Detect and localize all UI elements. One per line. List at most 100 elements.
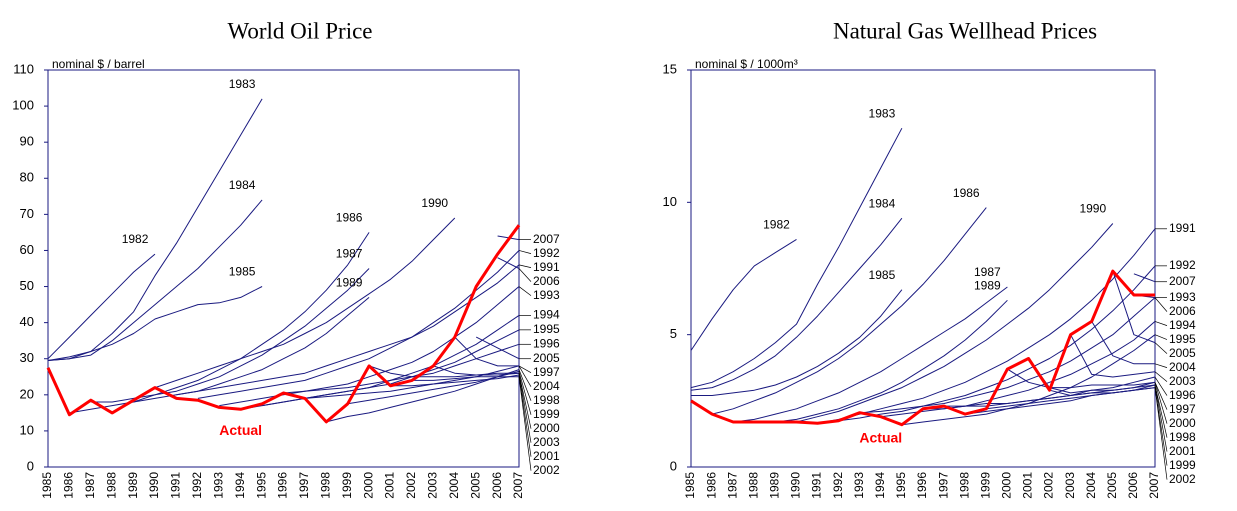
x-tick-label: 2002	[1042, 472, 1056, 499]
series-label: 2002	[1169, 472, 1196, 486]
x-tick-label: 1985	[40, 472, 54, 499]
x-tick-label: 2005	[468, 472, 482, 499]
series-label: 1995	[1169, 332, 1196, 346]
series-label: 1989	[974, 278, 1001, 292]
series-label: 1992	[1169, 258, 1196, 272]
label-leader	[518, 373, 532, 429]
series-label: 1997	[1169, 402, 1196, 416]
series-label: 1993	[1169, 290, 1196, 304]
x-tick-label: 1987	[83, 472, 97, 499]
y-tick-label: 5	[670, 326, 677, 341]
forecast-line	[880, 321, 1156, 418]
x-tick-label: 2007	[1147, 472, 1161, 499]
y-tick-label: 15	[663, 61, 677, 76]
plot: World Oil Price nominal $ / barrel 0 10 20 30…	[12, 18, 560, 498]
x-tick-label: 1988	[746, 472, 760, 499]
series-label: 1990	[1079, 202, 1106, 216]
actual-line	[690, 269, 1155, 427]
series-label: 1996	[1169, 388, 1196, 402]
forecast-line	[838, 265, 1156, 422]
series-label: Actual	[859, 429, 902, 445]
forecast-line	[69, 232, 370, 414]
x-tick-label: 1994	[233, 472, 247, 499]
forecast-line	[817, 228, 1156, 424]
x-tick-label: 2001	[383, 472, 397, 499]
forecast-line	[219, 286, 520, 407]
y-tick-label: 80	[20, 170, 34, 185]
series-label: 2001	[533, 449, 560, 463]
label-leader	[518, 365, 532, 374]
series-label: 1999	[1169, 458, 1196, 472]
x-tick-label: 2000	[1000, 472, 1014, 499]
series-label: 1982	[122, 232, 149, 246]
y-axis-label: nominal $ / 1000m³	[695, 57, 798, 71]
x-tick-label: 1993	[852, 472, 866, 499]
x-tick-label: 1999	[978, 472, 992, 499]
x-tick-label: 1994	[873, 472, 887, 499]
label-leader	[1154, 376, 1168, 396]
label-leader	[518, 250, 532, 254]
label-leader	[1154, 334, 1168, 340]
series-label: 1991	[1169, 221, 1196, 235]
series-label: 1986	[953, 186, 980, 200]
label-leader	[1154, 342, 1168, 354]
x-tick-label: 2002	[404, 472, 418, 499]
chart-title: Natural Gas Wellhead Prices	[833, 18, 1097, 43]
series-label: Actual	[219, 422, 262, 438]
series-label: 2000	[1169, 416, 1196, 430]
series-label: 1993	[533, 288, 560, 302]
forecast-line	[390, 374, 520, 387]
label-leader	[1154, 384, 1168, 452]
label-leader	[518, 268, 532, 282]
forecast-line	[412, 376, 519, 381]
plot: Natural Gas Wellhead Prices nominal $ / 1…	[663, 18, 1196, 498]
forecast-line	[475, 336, 520, 360]
y-tick-label: 30	[20, 350, 34, 365]
x-tick-label: 1988	[104, 472, 118, 499]
y-tick-label: 10	[20, 422, 34, 437]
series-label: 1982	[763, 218, 790, 232]
x-tick-label: 2003	[1063, 472, 1077, 499]
series-label: 2001	[1169, 444, 1196, 458]
forecast-line	[283, 343, 520, 394]
label-leader	[1154, 371, 1168, 382]
x-tick-label: 1987	[725, 472, 739, 499]
forecast-line	[923, 376, 1156, 410]
x-tick-label: 2004	[447, 472, 461, 499]
label-leader	[518, 371, 532, 415]
forecast-line	[859, 297, 1156, 414]
forecast-line	[1091, 321, 1155, 365]
x-tick-label: 1996	[276, 472, 290, 499]
series-label: 1985	[229, 265, 256, 279]
label-leader	[518, 264, 532, 268]
forecast-line	[433, 365, 520, 376]
x-tick-label: 1999	[340, 472, 354, 499]
x-tick-label: 1993	[211, 472, 225, 499]
x-tick-label: 1995	[254, 472, 268, 499]
series-label: 1998	[1169, 430, 1196, 444]
forecast-line	[711, 207, 987, 415]
x-tick-label: 1989	[126, 472, 140, 499]
forecast-line	[454, 336, 519, 367]
x-tick-label: 2001	[1021, 472, 1035, 499]
forecast-line	[154, 217, 456, 389]
series-label: 1990	[421, 196, 448, 210]
series-label: 2005	[533, 351, 560, 365]
x-tick-label: 1991	[810, 472, 824, 499]
y-axis-label: nominal $ / barrel	[52, 57, 145, 71]
series-label: 2002	[533, 463, 560, 477]
y-tick-label: 60	[20, 242, 34, 257]
forecast-line	[690, 238, 797, 351]
x-tick-label: 1986	[62, 472, 76, 499]
x-tick-label: 1998	[318, 472, 332, 499]
chart-title: World Oil Price	[227, 18, 372, 43]
forecast-line	[775, 299, 1008, 423]
label-leader	[1154, 297, 1168, 312]
label-leader	[518, 365, 532, 387]
y-tick-label: 0	[670, 458, 677, 473]
series-label: 2006	[1169, 304, 1196, 318]
series-label: 1983	[229, 77, 256, 91]
forecast-line	[304, 365, 520, 399]
series-label: 2004	[533, 379, 560, 393]
